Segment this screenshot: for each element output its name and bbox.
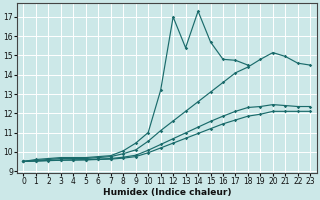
X-axis label: Humidex (Indice chaleur): Humidex (Indice chaleur)	[103, 188, 231, 197]
